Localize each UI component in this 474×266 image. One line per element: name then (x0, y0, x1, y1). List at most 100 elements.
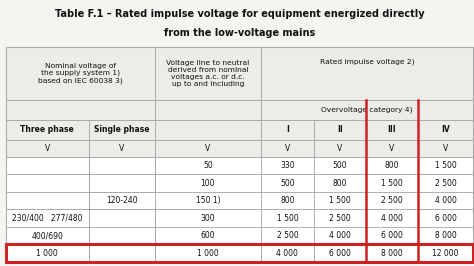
Bar (313, 140, 366, 157)
Bar (6, 227, 89, 244)
Bar (418, 120, 473, 140)
Bar (418, 244, 473, 262)
Bar (313, 157, 366, 174)
Bar (366, 157, 418, 174)
Bar (89, 140, 155, 157)
Bar (261, 100, 473, 120)
Bar (261, 209, 313, 227)
Bar (261, 120, 313, 140)
Bar (155, 209, 261, 227)
Bar (261, 244, 313, 262)
Bar (313, 192, 366, 209)
Bar (313, 157, 366, 174)
Bar (261, 157, 313, 174)
Text: 6 000: 6 000 (328, 249, 351, 258)
Text: Single phase: Single phase (94, 125, 149, 134)
Text: 600: 600 (201, 231, 215, 240)
Text: 330: 330 (280, 161, 295, 170)
Bar (89, 209, 155, 227)
Text: 800: 800 (332, 179, 347, 188)
Text: Overvoltage category 4): Overvoltage category 4) (321, 106, 413, 113)
Bar (155, 227, 261, 244)
Bar (313, 244, 366, 262)
Text: V: V (389, 144, 394, 153)
Bar (366, 244, 418, 262)
Text: I: I (286, 125, 289, 134)
Bar (6, 192, 89, 209)
Text: III: III (388, 125, 396, 134)
Text: 4 000: 4 000 (435, 196, 456, 205)
Bar (261, 174, 313, 192)
Text: 2 500: 2 500 (381, 196, 403, 205)
Text: 100: 100 (201, 179, 215, 188)
Bar (155, 140, 261, 157)
Bar (155, 157, 261, 174)
Bar (89, 192, 155, 209)
Bar (418, 192, 473, 209)
Bar (89, 140, 155, 157)
Text: 2 500: 2 500 (276, 231, 298, 240)
Bar (6, 244, 89, 262)
Text: IV: IV (441, 125, 450, 134)
Bar (366, 227, 418, 244)
Bar (366, 192, 418, 209)
Text: Voltage line to neutral
derived from nominal
voltages a.c. or d.c.
up to and inc: Voltage line to neutral derived from nom… (166, 60, 249, 87)
Bar (261, 244, 313, 262)
Text: 50: 50 (203, 161, 213, 170)
Bar (6, 157, 89, 174)
Bar (6, 120, 89, 140)
Bar (261, 140, 313, 157)
Text: 12 000: 12 000 (432, 249, 459, 258)
Bar (155, 120, 261, 140)
Bar (418, 140, 473, 157)
Bar (155, 174, 261, 192)
Bar (6, 100, 155, 120)
Text: V: V (285, 144, 290, 153)
Bar (155, 174, 261, 192)
Text: V: V (119, 144, 124, 153)
Bar (6, 192, 89, 209)
Text: V: V (205, 144, 210, 153)
Text: 500: 500 (280, 179, 295, 188)
Bar (261, 227, 313, 244)
Bar (6, 120, 89, 140)
Bar (89, 174, 155, 192)
Bar (6, 100, 155, 120)
Bar (6, 157, 89, 174)
Bar (155, 227, 261, 244)
Bar (313, 174, 366, 192)
Text: Three phase: Three phase (20, 125, 74, 134)
Bar (261, 100, 473, 120)
Text: Table F.1 – Rated impulse voltage for equipment energized directly: Table F.1 – Rated impulse voltage for eq… (55, 9, 424, 19)
Text: 150 1): 150 1) (196, 196, 220, 205)
Text: 4 000: 4 000 (276, 249, 298, 258)
Text: 8 000: 8 000 (435, 231, 456, 240)
Text: 1 500: 1 500 (329, 196, 350, 205)
Bar (418, 227, 473, 244)
Bar (418, 209, 473, 227)
Text: 1 000: 1 000 (197, 249, 219, 258)
Bar (313, 140, 366, 157)
Bar (6, 209, 89, 227)
Bar (89, 209, 155, 227)
Text: 8 000: 8 000 (381, 249, 403, 258)
Bar (418, 157, 473, 174)
Bar (418, 174, 473, 192)
Text: 4 000: 4 000 (381, 214, 403, 223)
Text: 2 500: 2 500 (329, 214, 350, 223)
Bar (89, 244, 155, 262)
Bar (89, 157, 155, 174)
Bar (366, 140, 418, 157)
Text: V: V (45, 144, 50, 153)
Text: 1 500: 1 500 (435, 161, 456, 170)
Bar (418, 140, 473, 157)
Bar (89, 244, 155, 262)
Text: 4 000: 4 000 (328, 231, 351, 240)
Text: V: V (443, 144, 448, 153)
Bar (418, 192, 473, 209)
Bar (89, 120, 155, 140)
Bar (6, 227, 89, 244)
Bar (261, 157, 313, 174)
Text: 300: 300 (201, 214, 215, 223)
Bar (418, 244, 473, 262)
